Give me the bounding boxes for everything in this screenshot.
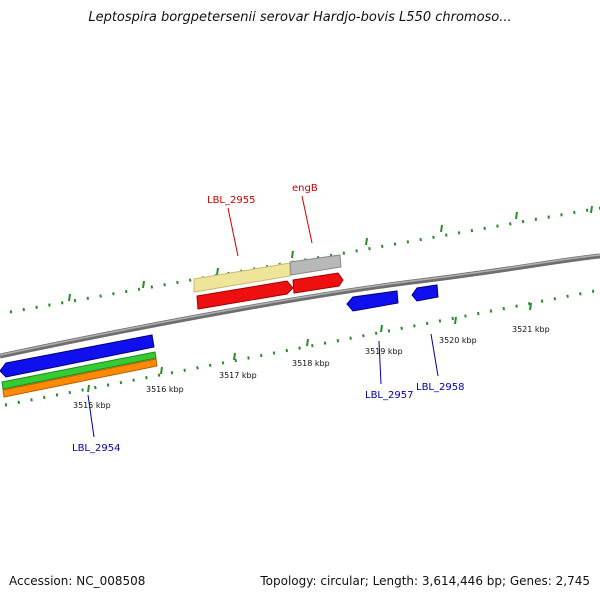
topology-text: Topology: circular; Length: 3,614,446 bp… — [260, 574, 590, 588]
gene-label-lbl-2955[interactable]: LBL_2955 — [207, 195, 255, 206]
genome-backbone-highlight — [0, 254, 600, 356]
feature-engb-red[interactable] — [292, 272, 344, 294]
feature-lbl-2954-green[interactable] — [1, 351, 157, 390]
scale-label: 3520 kbp — [439, 336, 477, 345]
gene-label-engb[interactable]: engB — [292, 183, 318, 194]
map-title: Leptospira borgpetersenii serovar Hardjo… — [88, 10, 512, 25]
accession-text: Accession: NC_008508 — [9, 574, 146, 588]
feature-engb-gray[interactable] — [289, 254, 342, 276]
scale-label: 3521 kbp — [512, 325, 550, 334]
gene-label-lbl-2958[interactable]: LBL_2958 — [416, 382, 464, 393]
gene-features — [0, 254, 439, 398]
scale-label: 3516 kbp — [146, 385, 184, 394]
gene-label-lbl-2957[interactable]: LBL_2957 — [365, 390, 413, 401]
feature-lbl-2954-blue[interactable] — [0, 334, 155, 378]
gene-label-lbl-2954[interactable]: LBL_2954 — [72, 443, 120, 454]
feature-lbl-2957-blue[interactable] — [346, 290, 399, 312]
feature-lbl-2955-red[interactable] — [196, 280, 294, 310]
feature-lbl-2954-orange[interactable] — [2, 358, 158, 398]
scale-labels: 3515 kbp 3516 kbp 3517 kbp 3518 kbp 3519… — [73, 325, 550, 410]
scale-label: 3518 kbp — [292, 359, 330, 368]
feature-lbl-2955-tan[interactable] — [193, 262, 291, 293]
genome-backbone — [0, 253, 600, 359]
scale-label: 3515 kbp — [73, 401, 111, 410]
lower-tick-track — [4, 288, 600, 407]
leader-lines — [87, 195, 439, 438]
gene-labels: LBL_2955 engB LBL_2957 LBL_2958 LBL_2954 — [72, 183, 464, 454]
feature-lbl-2958-blue[interactable] — [411, 284, 439, 302]
scale-label: 3519 kbp — [365, 347, 403, 356]
scale-label: 3517 kbp — [219, 371, 257, 380]
